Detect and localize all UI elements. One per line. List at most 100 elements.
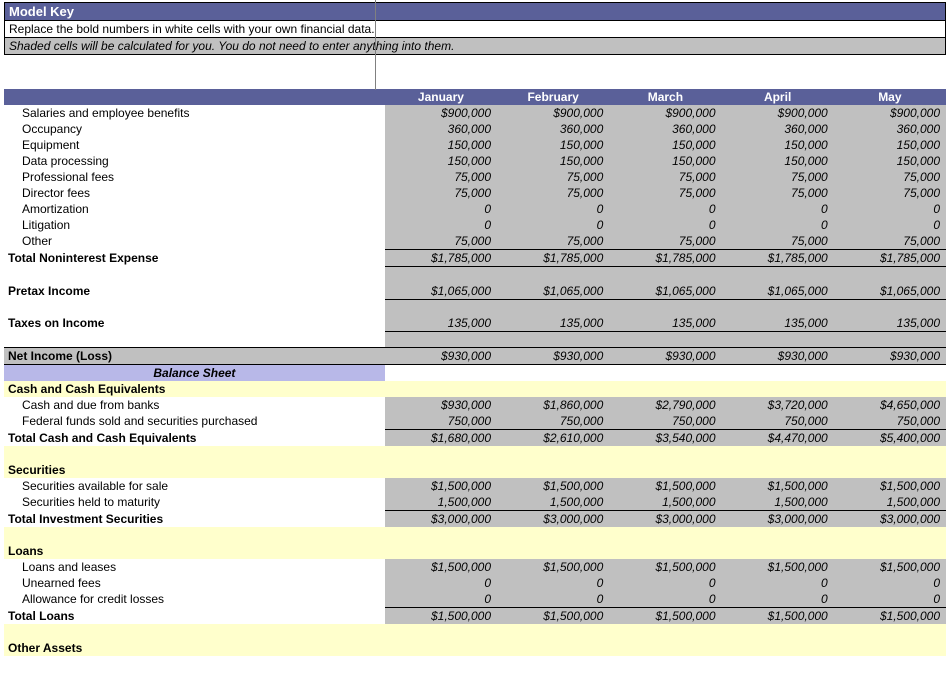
cell: 750,000	[722, 413, 834, 430]
cell: $900,000	[497, 105, 609, 121]
cell: 135,000	[834, 315, 946, 332]
cell: $1,785,000	[497, 250, 609, 267]
cell: $1,500,000	[497, 478, 609, 494]
section-row: Cash and Cash Equivalents	[4, 381, 946, 397]
table-row: Securities available for sale $1,500,000…	[4, 478, 946, 494]
row-label: Loans and leases	[4, 559, 385, 575]
cell: $1,500,000	[497, 559, 609, 575]
header-blank	[4, 89, 385, 105]
cell: 1,500,000	[385, 494, 497, 511]
row-label: Total Loans	[4, 608, 385, 625]
cell: $1,065,000	[722, 283, 834, 300]
table-row: Professional fees 75,000 75,000 75,000 7…	[4, 169, 946, 185]
cell: 750,000	[497, 413, 609, 430]
cell: 75,000	[834, 169, 946, 185]
row-label: Net Income (Loss)	[4, 348, 385, 365]
table-row: Data processing 150,000 150,000 150,000 …	[4, 153, 946, 169]
cell: $3,000,000	[385, 511, 497, 528]
cell: 360,000	[609, 121, 721, 137]
cell: 75,000	[497, 185, 609, 201]
cell: $930,000	[722, 348, 834, 365]
cell: $930,000	[385, 397, 497, 413]
cell: 0	[609, 591, 721, 608]
cell: $900,000	[609, 105, 721, 121]
cell: $1,065,000	[497, 283, 609, 300]
cell: $3,000,000	[834, 511, 946, 528]
cell: 135,000	[385, 315, 497, 332]
cell: 750,000	[385, 413, 497, 430]
cell: $1,500,000	[834, 608, 946, 625]
header-month: March	[609, 89, 721, 105]
cell: 75,000	[497, 169, 609, 185]
cell: 0	[722, 591, 834, 608]
header-month: January	[385, 89, 497, 105]
section-row: Other Assets	[4, 640, 946, 656]
row-label: Securities held to maturity	[4, 494, 385, 511]
row-label: Director fees	[4, 185, 385, 201]
cell: $1,500,000	[385, 478, 497, 494]
cell: 135,000	[497, 315, 609, 332]
cell: 150,000	[385, 153, 497, 169]
cell: $1,500,000	[722, 478, 834, 494]
cell: 0	[609, 217, 721, 233]
cell: 150,000	[609, 137, 721, 153]
balance-sheet-label: Balance Sheet	[4, 365, 385, 382]
row-label: Pretax Income	[4, 283, 385, 300]
cell: $2,790,000	[609, 397, 721, 413]
cell: 75,000	[385, 233, 497, 250]
table-row: Equipment 150,000 150,000 150,000 150,00…	[4, 137, 946, 153]
cell: $900,000	[385, 105, 497, 121]
cell: 150,000	[609, 153, 721, 169]
cell: 135,000	[722, 315, 834, 332]
cell: $1,785,000	[385, 250, 497, 267]
cell: $1,860,000	[497, 397, 609, 413]
row-label: Total Noninterest Expense	[4, 250, 385, 267]
row-label: Federal funds sold and securities purcha…	[4, 413, 385, 430]
cell: 75,000	[722, 233, 834, 250]
cell: 0	[497, 217, 609, 233]
cell: 360,000	[722, 121, 834, 137]
row-label: Occupancy	[4, 121, 385, 137]
cell: 0	[497, 591, 609, 608]
cell: $1,500,000	[834, 478, 946, 494]
cell: 75,000	[722, 169, 834, 185]
cell: 135,000	[609, 315, 721, 332]
cell: 0	[609, 575, 721, 591]
section-label: Loans	[4, 543, 385, 559]
cell: 75,000	[609, 233, 721, 250]
cell: $3,720,000	[722, 397, 834, 413]
cell: $1,065,000	[609, 283, 721, 300]
cell: $900,000	[722, 105, 834, 121]
table-row: Director fees 75,000 75,000 75,000 75,00…	[4, 185, 946, 201]
cell: 0	[722, 217, 834, 233]
row-label: Equipment	[4, 137, 385, 153]
cell: 0	[834, 591, 946, 608]
section-row: Loans	[4, 543, 946, 559]
row-label: Allowance for credit losses	[4, 591, 385, 608]
cell: 0	[834, 217, 946, 233]
cell: 0	[497, 575, 609, 591]
header-month: April	[722, 89, 834, 105]
cell: 75,000	[722, 185, 834, 201]
cell: 750,000	[609, 413, 721, 430]
row-label: Amortization	[4, 201, 385, 217]
table-row: Total Noninterest Expense $1,785,000 $1,…	[4, 250, 946, 267]
table-row: Unearned fees 0 0 0 0 0	[4, 575, 946, 591]
table-row: Other 75,000 75,000 75,000 75,000 75,000	[4, 233, 946, 250]
cell: $1,500,000	[722, 608, 834, 625]
table-row: Total Investment Securities $3,000,000 $…	[4, 511, 946, 528]
table-row: Federal funds sold and securities purcha…	[4, 413, 946, 430]
table-row: Securities held to maturity 1,500,000 1,…	[4, 494, 946, 511]
table-row: Cash and due from banks $930,000 $1,860,…	[4, 397, 946, 413]
table-row: Occupancy 360,000 360,000 360,000 360,00…	[4, 121, 946, 137]
cell: 75,000	[834, 233, 946, 250]
cell: $1,500,000	[497, 608, 609, 625]
cell: 0	[385, 575, 497, 591]
header-month: May	[834, 89, 946, 105]
cell: $1,500,000	[609, 608, 721, 625]
cell: $900,000	[834, 105, 946, 121]
section-label: Cash and Cash Equivalents	[4, 381, 385, 397]
cell: 1,500,000	[609, 494, 721, 511]
cell: 0	[385, 217, 497, 233]
cell: 360,000	[385, 121, 497, 137]
